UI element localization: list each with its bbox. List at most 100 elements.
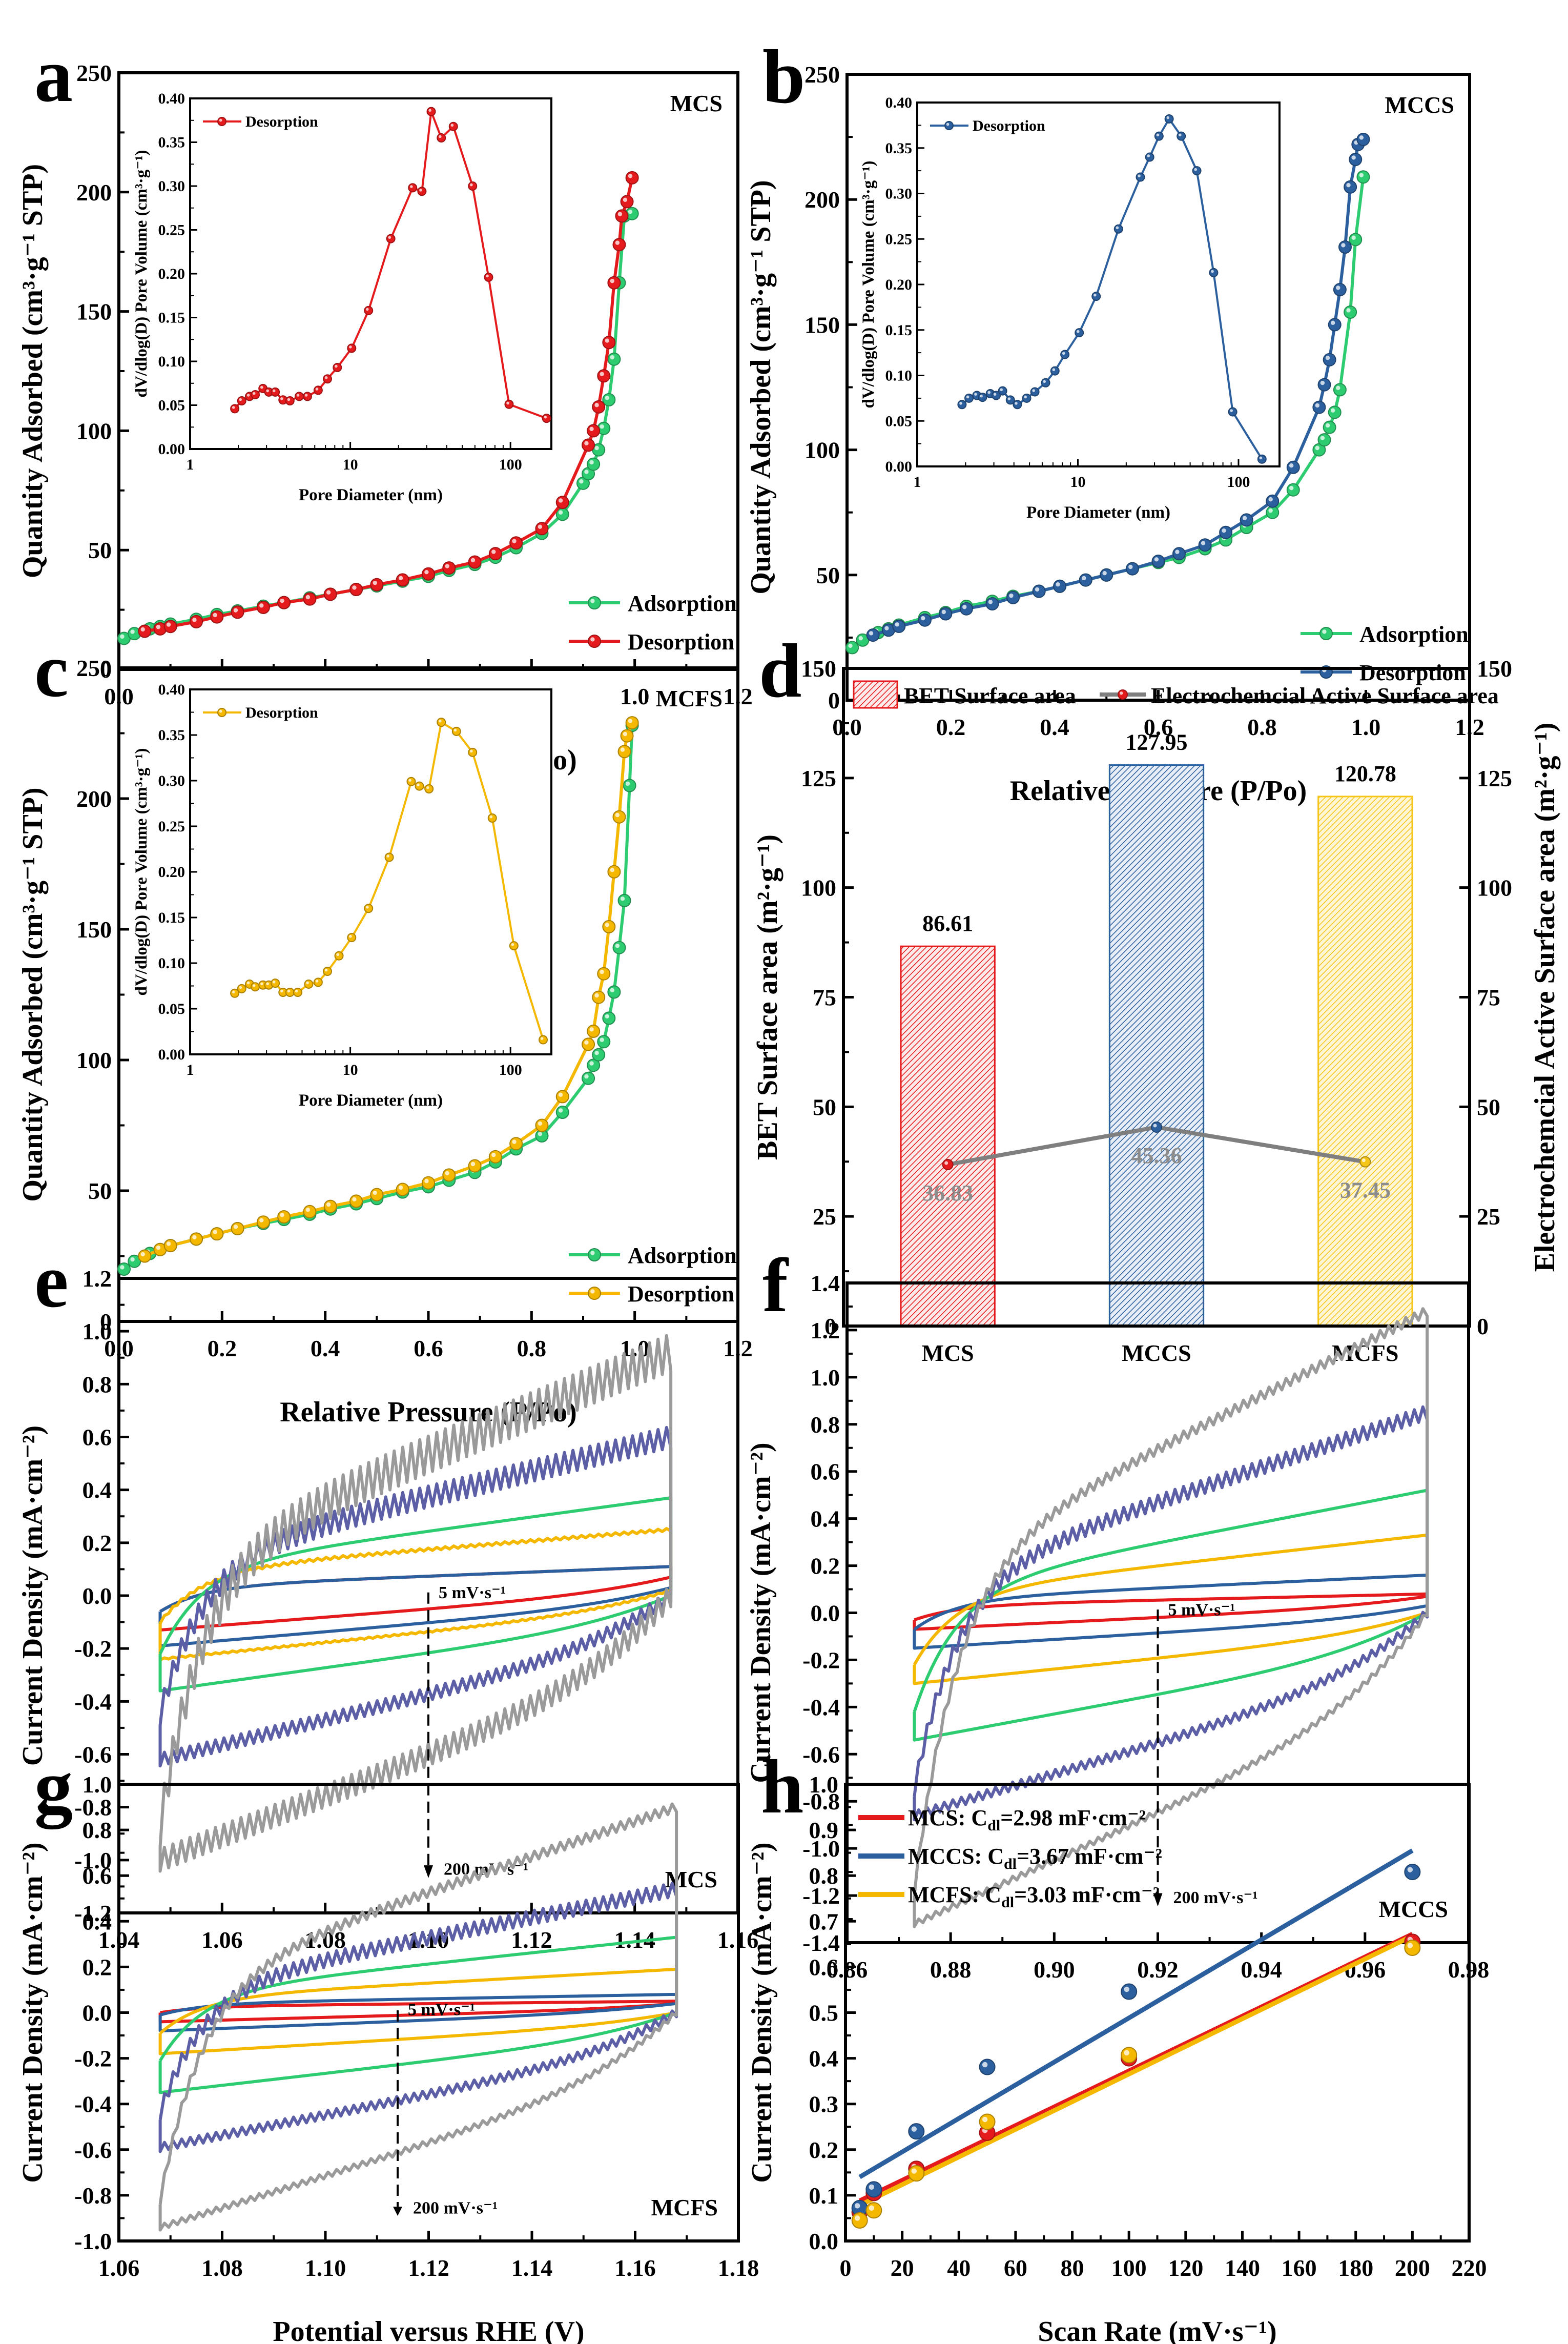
point-highlight <box>610 355 615 360</box>
point-highlight <box>1359 135 1364 140</box>
data-point-adsorption <box>602 1011 616 1025</box>
panel-letter: a <box>34 33 73 118</box>
y-tick-label: -0.6 <box>802 1741 840 1767</box>
point-highlight <box>594 993 599 998</box>
y-tick-label: 0.10 <box>158 353 185 370</box>
point-highlight <box>1124 2050 1129 2056</box>
data-point-adsorption <box>623 779 636 792</box>
data-point-desorption <box>555 496 569 509</box>
x-tick-label: 20 <box>891 2255 914 2281</box>
inset-x-axis-title: Pore Diameter (nm) <box>1026 503 1170 522</box>
point-highlight <box>1346 308 1351 313</box>
x-tick-label: 1.06 <box>201 1927 243 1953</box>
point-highlight <box>911 2126 917 2132</box>
point-highlight <box>538 524 543 529</box>
data-point-desorption <box>468 1159 482 1173</box>
point-highlight <box>295 989 298 993</box>
data-point-desorption <box>620 195 634 209</box>
point-highlight <box>512 539 517 543</box>
data-point-desorption <box>592 400 606 414</box>
x-tick-label: 0.8 <box>517 1335 547 1361</box>
data-point-desorption <box>1266 494 1280 508</box>
point-highlight <box>408 779 411 782</box>
data-point-desorption <box>1172 547 1186 561</box>
point-highlight <box>1035 587 1040 592</box>
point-highlight <box>1024 395 1027 399</box>
data-point-desorption <box>612 810 626 824</box>
point-highlight <box>489 815 493 819</box>
inset-y-axis-title: dV/dlog(D) Pore Volume (cm³·g⁻¹) <box>132 150 151 398</box>
point-highlight <box>239 398 242 401</box>
sample-label: MCCS <box>1379 1896 1448 1922</box>
y-tick-label: 250 <box>76 655 112 681</box>
point-highlight <box>544 415 547 419</box>
point-highlight <box>558 498 563 503</box>
y-tick-label: -0.4 <box>74 2091 112 2117</box>
y-axis-title: Quantity Adsorbed (cm³·g⁻¹ STP) <box>17 787 49 1201</box>
point-highlight <box>192 618 197 622</box>
point-highlight <box>982 2062 988 2068</box>
y-tick-label: 0.35 <box>158 727 185 744</box>
y-tick-label: 150 <box>801 656 836 682</box>
point-highlight <box>130 1257 135 1262</box>
data-point-desorption <box>396 573 409 587</box>
point-highlight <box>335 364 338 368</box>
inset-data-point <box>484 272 493 282</box>
data-point-mcfs <box>851 2212 868 2229</box>
inset-data-point <box>1050 366 1060 376</box>
inset-x-axis-title: Pore Diameter (nm) <box>299 486 443 504</box>
inset-data-point <box>1257 454 1267 464</box>
sample-label: MCS <box>670 90 723 116</box>
point-highlight <box>946 123 950 126</box>
y-tick-label: 0.40 <box>885 94 913 111</box>
inset-background <box>917 103 1280 466</box>
y-axis-title: BET Surface area (m²·g⁻¹) <box>752 834 783 1160</box>
point-highlight <box>974 393 977 396</box>
bar-mccs <box>1108 764 1205 1327</box>
inset-data-point <box>1164 114 1174 124</box>
point-highlight <box>470 558 476 563</box>
point-highlight <box>1289 463 1294 468</box>
y2-tick-label: 75 <box>1477 985 1500 1011</box>
point-highlight <box>610 988 615 993</box>
legend-label: Electrochemcial Active Surface area <box>1151 683 1499 708</box>
data-point-mccs <box>865 2181 882 2198</box>
y-tick-label: 0.0 <box>811 1600 840 1626</box>
point-highlight <box>470 749 473 753</box>
x-tick-label: 100 <box>499 456 522 473</box>
x-tick-label: 1.12 <box>511 1927 552 1953</box>
inset-data-point <box>1041 378 1050 388</box>
panel-letter: g <box>34 1744 73 1829</box>
data-point-desorption <box>866 628 880 642</box>
point-highlight <box>590 599 595 603</box>
point-highlight <box>869 2205 875 2211</box>
data-point-adsorption <box>1344 305 1357 319</box>
y-tick-label: 0.00 <box>158 1046 185 1063</box>
data-point-desorption <box>1100 568 1113 582</box>
cv-curve-200mv <box>158 1334 673 1873</box>
point-highlight <box>1320 436 1325 440</box>
point-highlight <box>1120 691 1123 695</box>
data-point-desorption <box>615 209 629 223</box>
point-highlight <box>911 2168 917 2174</box>
y-tick-label: 0.05 <box>158 397 185 414</box>
x-tick-label: 0.4 <box>1040 714 1069 740</box>
inset-data-point <box>451 726 461 736</box>
point-highlight <box>884 626 889 630</box>
inset-y-axis-title: dV/dlog(D) Pore Volume (cm³·g⁻¹) <box>859 161 878 409</box>
point-highlight <box>1322 629 1327 634</box>
y-tick-label: 0.00 <box>885 458 913 475</box>
inset-data-point <box>1113 224 1123 234</box>
inset-data-point <box>408 183 418 193</box>
y2-tick-label: 100 <box>1477 875 1512 901</box>
inset-chart: 1 10 100 0.00 0.05 0.10 0.15 0.20 0.25 0.30 0.35 0.… <box>132 90 552 504</box>
point-highlight <box>610 868 615 872</box>
point-highlight <box>1289 485 1294 491</box>
y-tick-label: 0.6 <box>82 1863 112 1889</box>
y-tick-label: 0.3 <box>809 2091 839 2117</box>
data-point-adsorption <box>117 1262 131 1276</box>
data-point-desorption <box>607 276 621 290</box>
y-tick-label: 1.0 <box>82 1318 112 1344</box>
inset-data-point <box>364 305 374 315</box>
inset-legend-marker <box>217 708 226 717</box>
